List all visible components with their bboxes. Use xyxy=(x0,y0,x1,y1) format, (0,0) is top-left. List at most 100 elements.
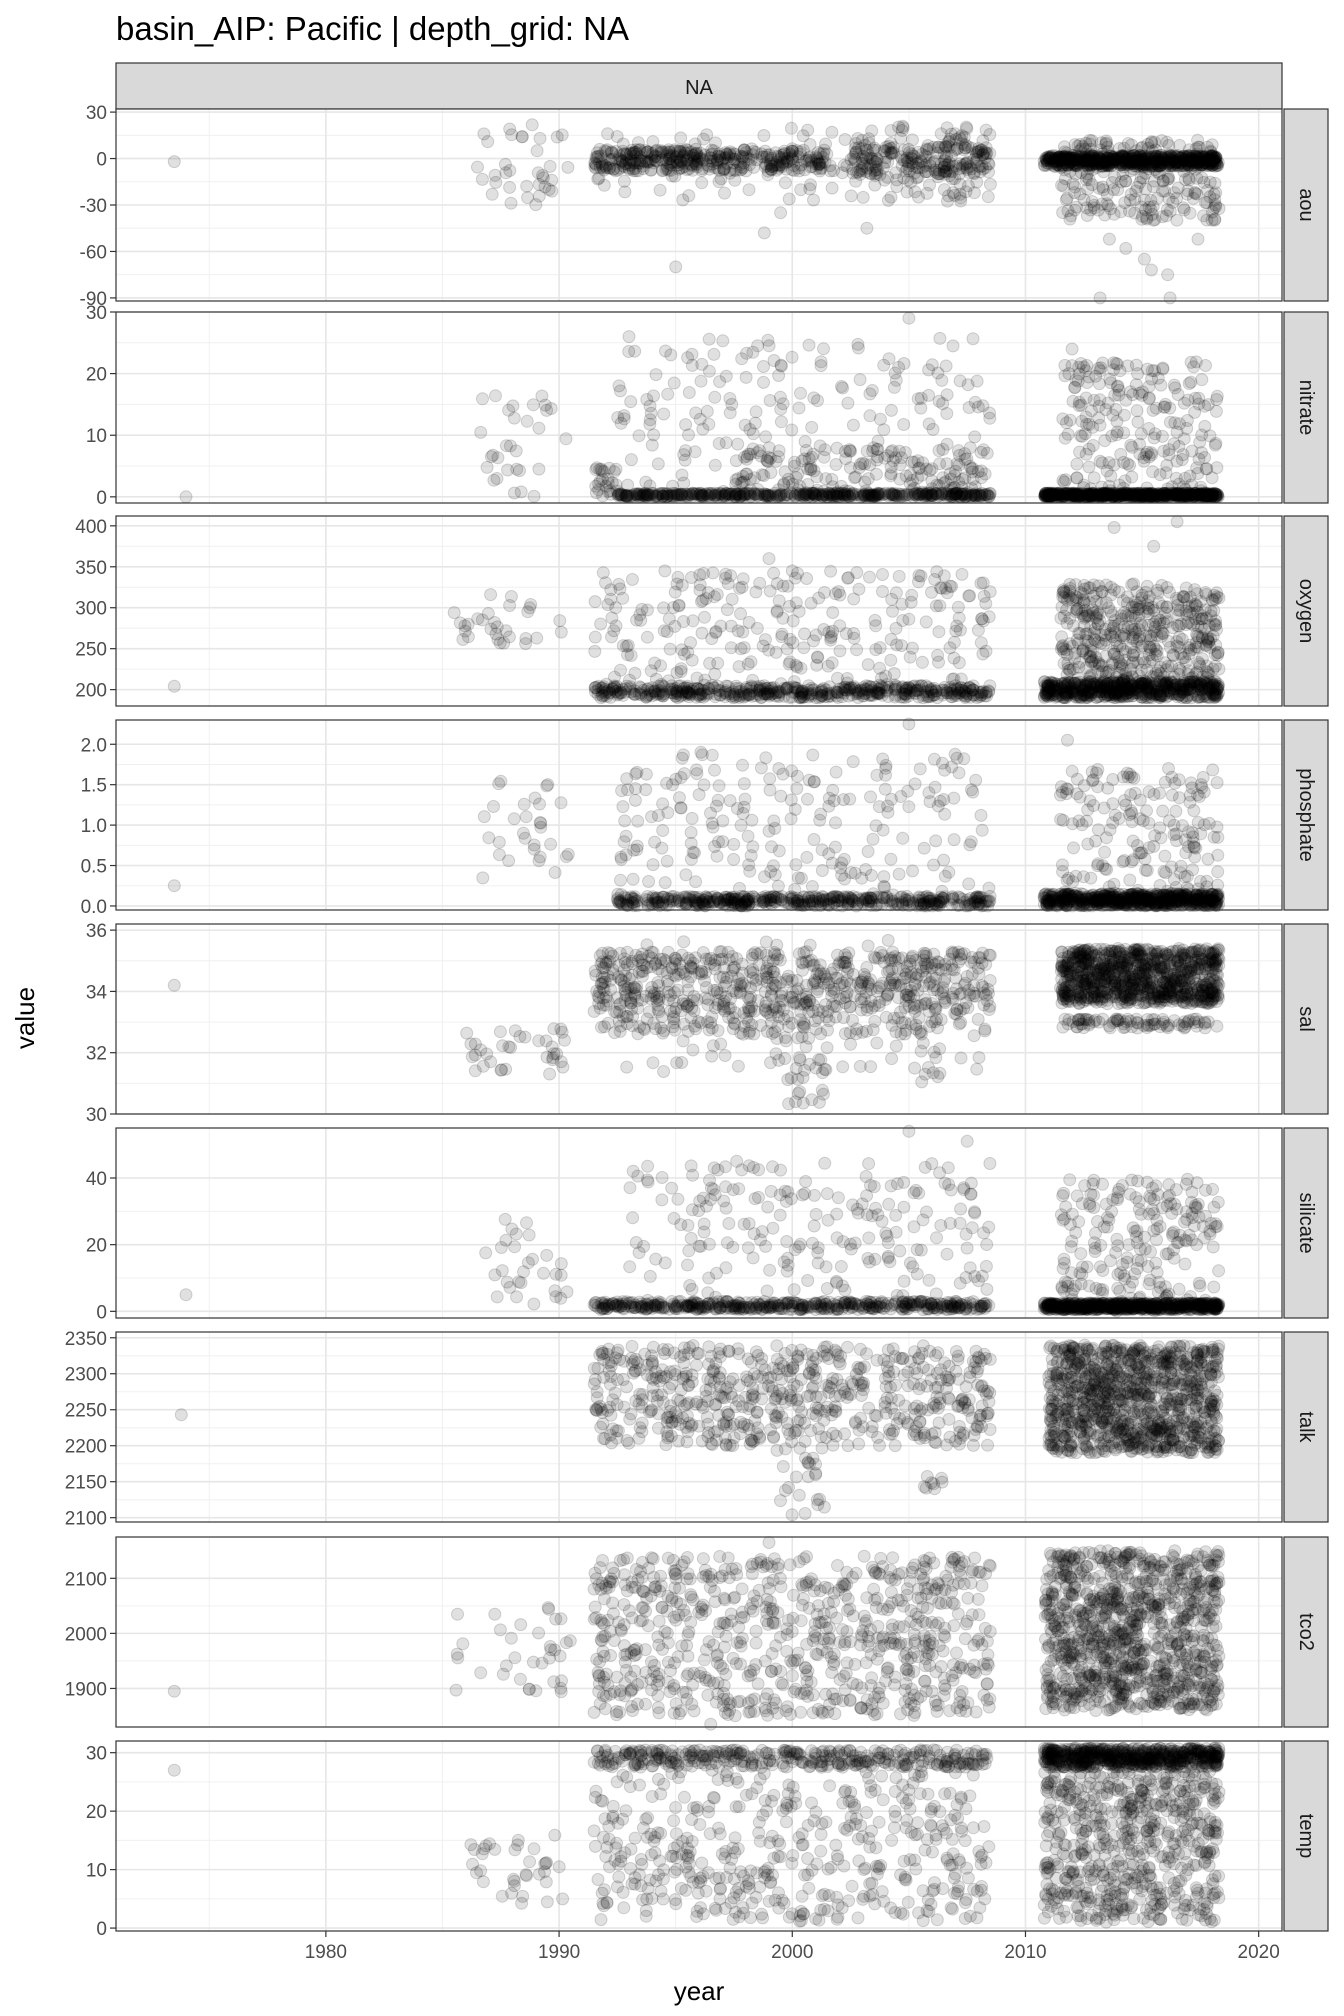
data-point xyxy=(720,603,734,617)
data-point xyxy=(658,564,672,578)
data-point xyxy=(624,146,638,160)
data-point xyxy=(690,160,704,174)
data-point xyxy=(702,332,716,346)
data-point xyxy=(829,458,843,471)
data-point xyxy=(660,159,674,173)
data-point xyxy=(977,443,990,457)
data-point xyxy=(865,384,879,397)
data-point xyxy=(981,190,995,204)
data-point xyxy=(588,644,602,658)
data-point xyxy=(892,360,906,374)
y-tick-label: 10 xyxy=(86,426,107,447)
data-point xyxy=(749,405,763,419)
data-point xyxy=(648,153,662,167)
data-point xyxy=(825,181,839,195)
data-point xyxy=(716,485,730,498)
data-point xyxy=(853,373,867,387)
data-point xyxy=(657,407,671,421)
y-tick-label: -60 xyxy=(80,242,107,263)
data-point xyxy=(769,645,783,659)
data-point xyxy=(881,170,895,184)
data-point xyxy=(840,672,854,685)
data-point xyxy=(785,350,799,364)
data-point xyxy=(739,164,753,178)
data-point xyxy=(1078,427,1092,441)
data-point xyxy=(898,446,912,459)
data-point xyxy=(667,376,681,390)
data-point xyxy=(718,571,732,585)
data-point xyxy=(843,443,856,457)
data-point xyxy=(515,130,529,144)
data-point xyxy=(553,614,567,628)
data-point xyxy=(673,161,687,175)
data-point xyxy=(650,154,664,168)
data-point xyxy=(1079,447,1093,461)
data-point xyxy=(1077,193,1091,207)
data-point xyxy=(757,226,771,240)
data-point xyxy=(814,355,828,369)
data-point xyxy=(507,486,521,500)
data-point xyxy=(1144,489,1158,503)
data-point xyxy=(179,490,193,504)
data-point xyxy=(592,477,606,491)
data-point xyxy=(868,613,882,627)
data-point xyxy=(693,578,707,592)
data-point xyxy=(690,158,703,172)
y-tick-label: -90 xyxy=(80,289,107,310)
data-point xyxy=(659,145,673,159)
data-point xyxy=(1191,232,1205,246)
data-point xyxy=(1070,457,1084,471)
y-tick-label: 20 xyxy=(86,365,107,386)
data-point xyxy=(533,131,547,145)
data-point xyxy=(477,127,491,141)
data-point xyxy=(672,162,686,176)
data-point xyxy=(869,168,882,182)
data-point xyxy=(480,460,494,474)
data-point xyxy=(750,446,764,460)
data-point xyxy=(810,650,824,664)
data-point xyxy=(484,588,498,602)
data-point xyxy=(716,334,730,348)
data-point xyxy=(1080,376,1094,389)
data-point xyxy=(665,156,679,169)
data-point xyxy=(589,158,603,172)
data-point xyxy=(859,151,873,165)
data-point xyxy=(838,133,852,146)
data-point xyxy=(1167,186,1181,200)
data-point xyxy=(712,147,726,161)
data-point xyxy=(817,342,830,356)
data-point xyxy=(1105,429,1119,443)
data-point xyxy=(600,143,614,157)
data-point xyxy=(1114,175,1128,189)
data-point xyxy=(697,678,711,692)
data-point xyxy=(624,453,638,467)
data-point xyxy=(622,330,636,344)
data-point xyxy=(550,130,564,144)
data-point xyxy=(767,354,781,367)
y-tick-label: 250 xyxy=(75,640,107,661)
data-point xyxy=(628,666,642,680)
data-point xyxy=(783,599,796,613)
data-point xyxy=(856,190,870,204)
data-point xyxy=(501,463,515,477)
data-point xyxy=(475,613,489,627)
data-point xyxy=(851,341,865,355)
data-point xyxy=(489,175,503,189)
data-point xyxy=(706,157,720,171)
data-point xyxy=(1142,422,1156,435)
data-point xyxy=(682,386,696,399)
data-point xyxy=(800,572,814,585)
data-point xyxy=(939,475,953,489)
data-point xyxy=(627,164,640,178)
data-point xyxy=(803,182,817,196)
data-point xyxy=(598,144,612,158)
data-point xyxy=(532,421,546,435)
data-point xyxy=(1065,342,1079,356)
data-point xyxy=(531,166,545,180)
data-point xyxy=(589,161,603,175)
data-point xyxy=(666,479,680,493)
data-point xyxy=(688,151,702,165)
data-point xyxy=(1094,361,1108,375)
data-point xyxy=(627,147,640,161)
